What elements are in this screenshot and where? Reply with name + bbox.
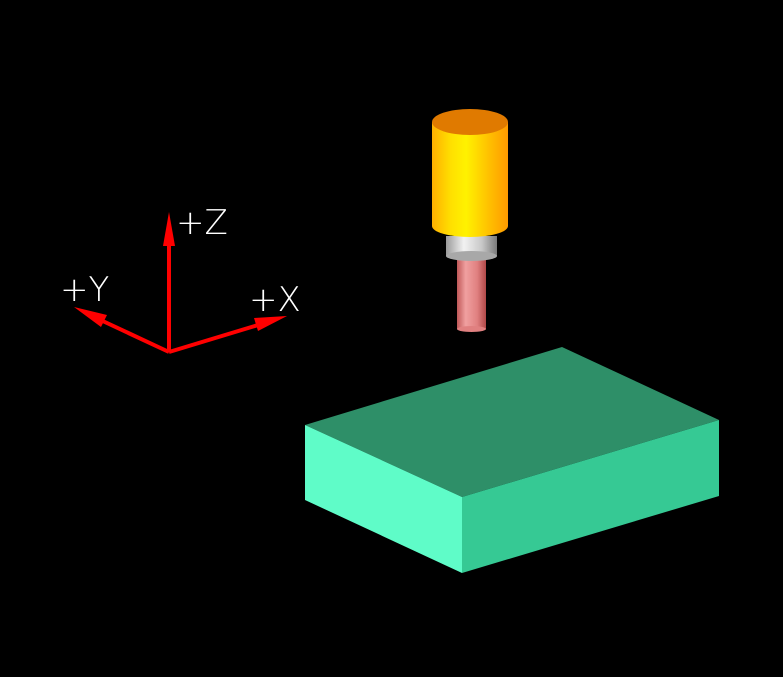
x-axis-label: +X	[249, 280, 301, 320]
axis-triad: +Z +Y +X	[60, 203, 301, 354]
cutting-tool[interactable]	[432, 109, 508, 332]
tool-collet-bottom	[446, 251, 497, 261]
tool-holder-bottom	[432, 215, 508, 237]
x-axis-line	[168, 320, 269, 354]
y-axis-line	[91, 314, 170, 354]
tool-holder-top	[432, 109, 508, 135]
x-axis-arrowhead	[254, 316, 287, 331]
tool-cutter-tip	[457, 326, 486, 332]
tool-cutter	[457, 256, 486, 329]
z-axis-label: +Z	[176, 203, 228, 243]
workpiece-stock[interactable]	[305, 347, 719, 573]
y-axis-label: +Y	[60, 270, 109, 310]
stock-side-face	[462, 420, 719, 573]
z-axis-arrowhead	[163, 212, 175, 246]
stock-front-face	[305, 425, 462, 573]
tool-collet	[446, 236, 497, 256]
stock-top-face	[305, 347, 719, 497]
tool-holder	[432, 122, 508, 226]
y-axis-arrowhead	[74, 307, 107, 327]
